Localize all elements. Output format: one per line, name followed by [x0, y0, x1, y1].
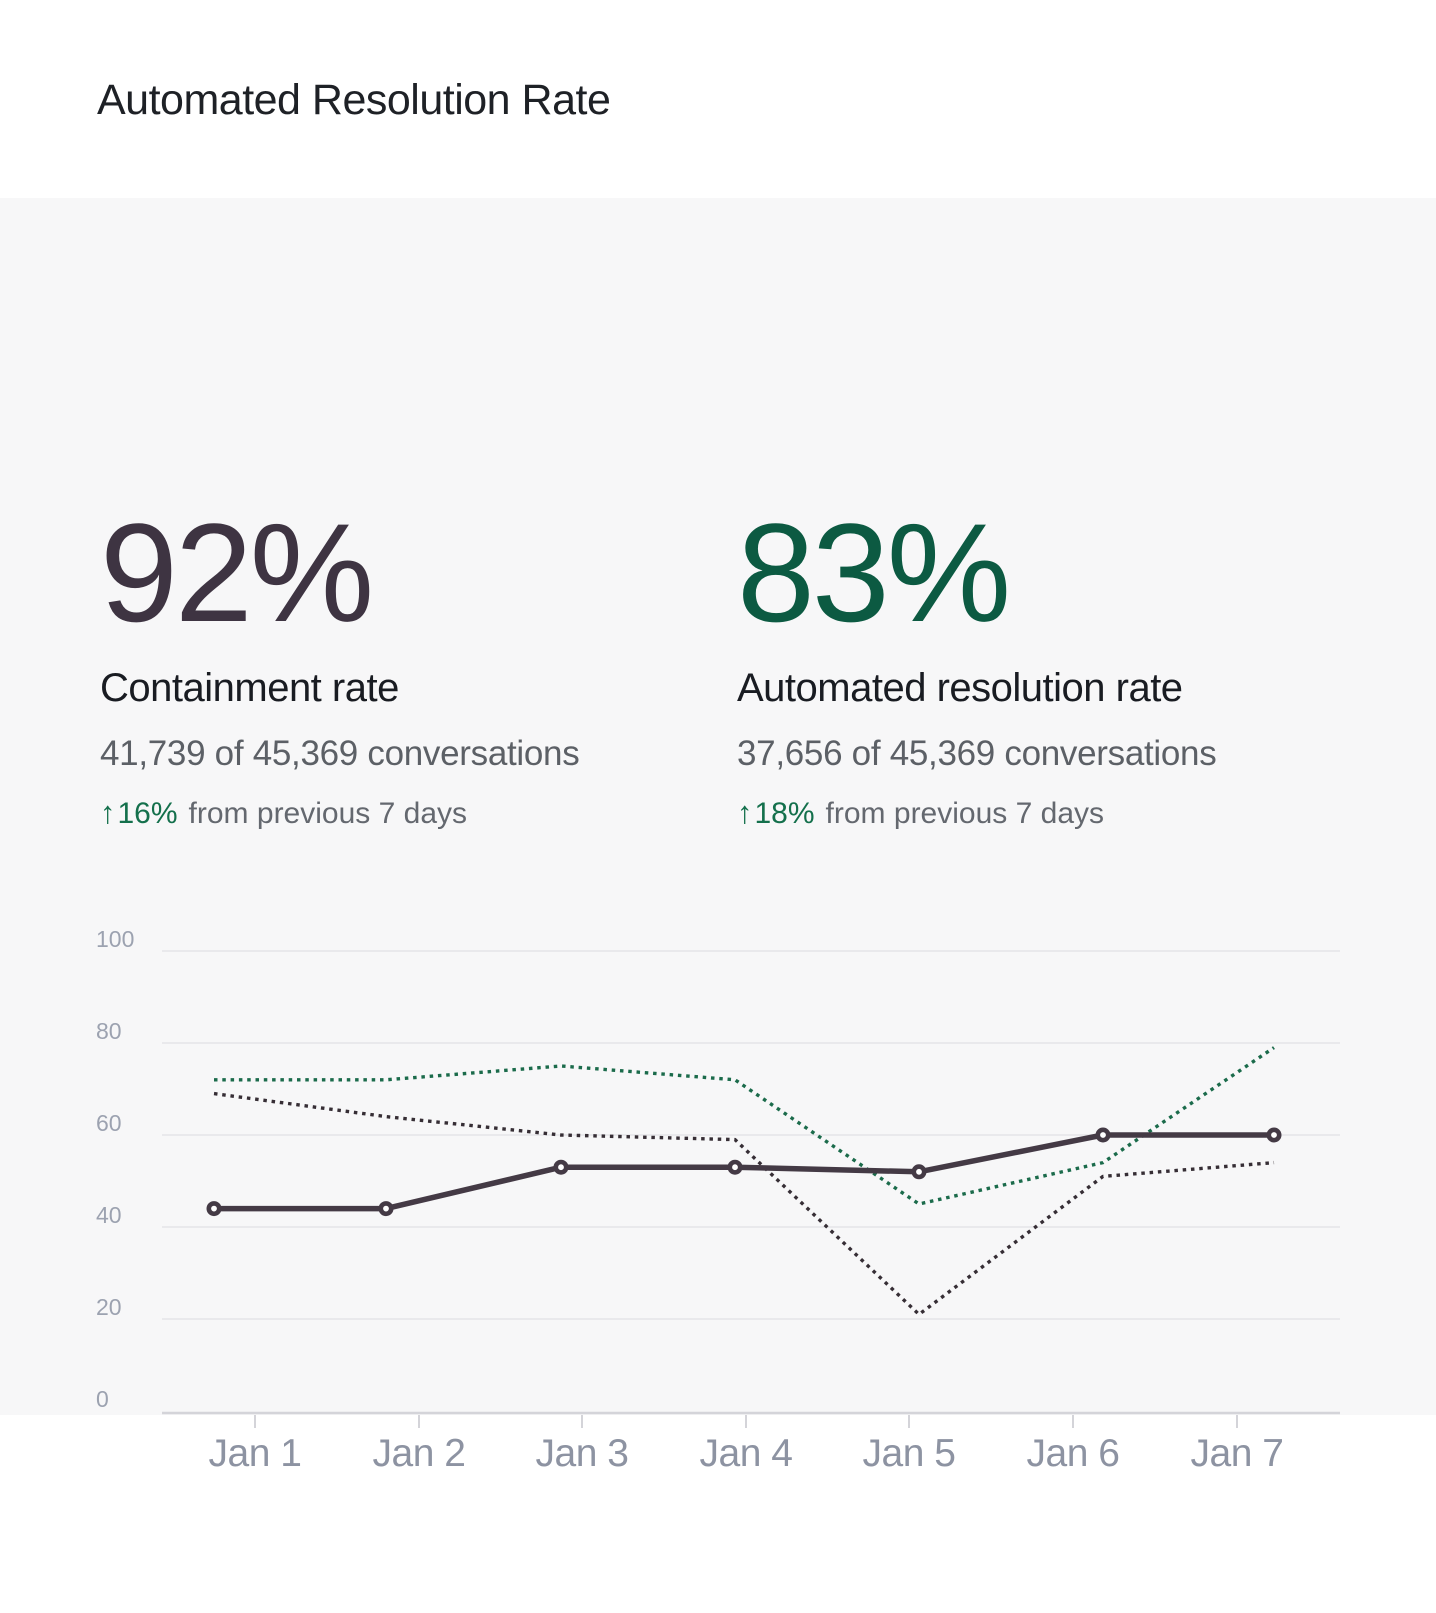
x-axis-label: Jan 3	[536, 1432, 629, 1475]
delta-value: 18%	[754, 797, 815, 830]
arrow-up-icon: ↑	[100, 795, 116, 830]
x-axis-label: Jan 6	[1027, 1432, 1120, 1475]
data-point-marker-containment-rate-current	[206, 1201, 222, 1217]
data-point-marker-containment-rate-current	[1266, 1127, 1282, 1143]
y-axis-label-80: 80	[96, 1018, 122, 1044]
delta-suffix: from previous 7 days	[188, 797, 467, 830]
resolution-rate-line-chart: 0 20 40 60 80 100 Jan 1 Jan 2 Jan 3 Jan 4 Jan 5 Jan…	[96, 926, 1340, 1475]
y-axis-label-100: 100	[96, 926, 134, 952]
data-point-marker-containment-rate-current	[553, 1159, 569, 1175]
y-axis-label-40: 40	[96, 1202, 122, 1228]
arrow-up-icon: ↑	[737, 795, 753, 830]
containment-rate-label: Containment rate	[100, 666, 399, 710]
x-axis-label: Jan 1	[209, 1432, 302, 1475]
x-axis-label: Jan 2	[373, 1432, 466, 1475]
data-point-marker-containment-rate-current	[727, 1159, 743, 1175]
automated-resolution-rate-delta: ↑18% from previous 7 days	[737, 795, 1104, 831]
stat-containment-rate: 92% Containment rate 41,739 of 45,369 co…	[100, 494, 700, 831]
delta-group: ↑16%	[100, 795, 178, 831]
x-axis-label: Jan 7	[1191, 1432, 1284, 1475]
automated-resolution-rate-detail: 37,656 of 45,369 conversations	[737, 734, 1217, 773]
containment-rate-detail: 41,739 of 45,369 conversations	[100, 734, 580, 773]
series-line-previous-period-dotted-dark	[213, 1091, 1275, 1317]
x-axis-label: Jan 4	[700, 1432, 793, 1475]
card-body: 92% Containment rate 41,739 of 45,369 co…	[0, 198, 1436, 1475]
data-point-marker-containment-rate-current	[378, 1201, 394, 1217]
delta-suffix: from previous 7 days	[825, 797, 1104, 830]
x-axis-label: Jan 5	[863, 1432, 956, 1475]
stat-automated-resolution-rate: 83% Automated resolution rate 37,656 of …	[737, 494, 1337, 831]
delta-group: ↑18%	[737, 795, 815, 831]
y-axis-label-60: 60	[96, 1110, 122, 1136]
automated-resolution-rate-value: 83%	[737, 494, 1011, 651]
delta-value: 16%	[117, 797, 178, 830]
data-point-marker-containment-rate-current	[911, 1164, 927, 1180]
card-header: Automated Resolution Rate	[0, 0, 1436, 198]
containment-rate-delta: ↑16% from previous 7 days	[100, 795, 467, 831]
data-point-marker-containment-rate-current	[1095, 1127, 1111, 1143]
series-line-containment-rate-current	[211, 1132, 1277, 1212]
automated-resolution-rate-label: Automated resolution rate	[737, 666, 1183, 710]
y-axis-label-0: 0	[96, 1386, 109, 1412]
containment-rate-value: 92%	[100, 494, 374, 651]
series-line-resolution-rate-dotted-green	[214, 1046, 1275, 1206]
page-title: Automated Resolution Rate	[97, 76, 611, 124]
y-axis-label-20: 20	[96, 1294, 122, 1320]
